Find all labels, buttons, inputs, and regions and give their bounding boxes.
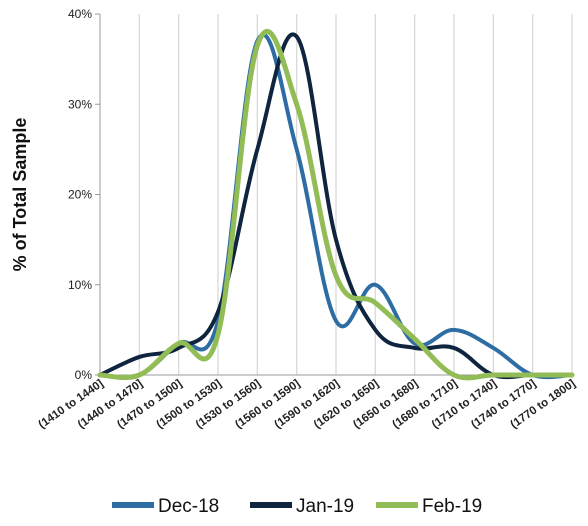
legend-label: Feb-19 bbox=[422, 496, 482, 517]
legend-label: Dec-18 bbox=[158, 496, 219, 517]
legend: Dec-18 Jan-19 Feb-19 bbox=[112, 496, 482, 517]
y-axis-title: % of Total Sample bbox=[10, 118, 30, 272]
y-tick-label: 30% bbox=[68, 97, 92, 111]
y-tick-label: 10% bbox=[68, 278, 92, 292]
y-tick-label: 20% bbox=[68, 188, 92, 202]
y-tick-label: 40% bbox=[68, 7, 92, 21]
axis-layer bbox=[95, 14, 572, 375]
label-layer: 0%10%20%30%40%(1410 to 1440](1440 to 147… bbox=[10, 7, 578, 431]
grid-layer bbox=[139, 14, 572, 375]
legend-label: Jan-19 bbox=[296, 496, 354, 517]
y-tick-label: 0% bbox=[75, 368, 93, 382]
x-tick-label: (1410 to 1440] bbox=[37, 378, 106, 432]
